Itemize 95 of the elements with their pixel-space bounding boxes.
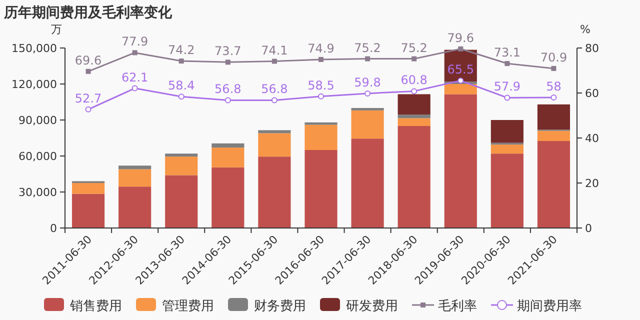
data-label: 59.8 [354, 75, 381, 90]
y2-tick-label: 40 [585, 132, 599, 145]
point [365, 56, 370, 62]
data-label: 57.9 [494, 80, 521, 94]
point [504, 61, 510, 66]
data-label: 75.2 [354, 40, 381, 55]
bar [490, 120, 524, 143]
point [550, 94, 557, 100]
point [132, 85, 138, 92]
y-tick-label: 30,000 [18, 186, 57, 199]
y2-tick-label: 0 [585, 222, 592, 235]
bar [490, 144, 524, 154]
legend-label: 毛利率 [438, 298, 477, 314]
bar [212, 143, 244, 148]
point [412, 56, 417, 62]
bar [72, 194, 105, 228]
y2-axis-title: % [580, 23, 590, 36]
bar [398, 118, 430, 126]
point [85, 106, 92, 112]
data-label: 58.4 [168, 78, 195, 93]
data-label: 62.1 [121, 70, 148, 84]
bar [304, 122, 338, 125]
y2-tick-label: 20 [585, 177, 599, 190]
data-label: 70.9 [540, 50, 568, 64]
data-label: 60.8 [400, 73, 428, 88]
bar [72, 183, 105, 194]
bar [165, 175, 198, 228]
bar [351, 138, 384, 228]
point [458, 78, 464, 84]
y-tick-label: 60,000 [18, 150, 57, 163]
data-label: 74.9 [308, 41, 334, 56]
point [178, 58, 184, 64]
bar [351, 110, 384, 139]
bar [537, 130, 570, 141]
data-label: 73.7 [214, 44, 242, 58]
bar [444, 94, 477, 228]
legend-label: 销售费用 [69, 299, 122, 314]
point [458, 46, 464, 52]
bar [304, 124, 338, 150]
point [178, 94, 184, 100]
bar [212, 148, 244, 168]
bar [537, 141, 570, 228]
legend-label: 财务费用 [254, 299, 306, 314]
point [272, 58, 277, 64]
y2-tick-label: 60 [585, 87, 599, 100]
point [225, 60, 230, 65]
point [504, 94, 510, 101]
data-label: 74.1 [261, 43, 288, 58]
y-tick-label: 0 [50, 222, 57, 235]
data-label: 56.8 [261, 82, 288, 96]
bar [398, 126, 430, 228]
data-label: 79.6 [447, 30, 474, 45]
legend-label: 研发费用 [346, 299, 398, 314]
data-label: 56.8 [214, 82, 242, 96]
point [86, 68, 91, 74]
point [132, 50, 138, 56]
bar [118, 169, 152, 187]
bar [398, 114, 430, 118]
point [318, 56, 324, 62]
legend-label: 管理费用 [162, 299, 214, 314]
data-label: 74.2 [168, 43, 195, 58]
chart-title: 历年期间费用及毛利率变化 [3, 4, 173, 21]
bar [398, 94, 430, 115]
bar [165, 154, 198, 157]
point [551, 66, 556, 71]
point [271, 97, 278, 104]
point [318, 93, 324, 100]
y-axis-title: 万 [51, 23, 62, 36]
bar [537, 104, 570, 130]
point [364, 90, 371, 96]
data-label: 52.7 [74, 91, 102, 106]
legend-label: 期间费用率 [517, 298, 582, 314]
bar [118, 186, 152, 228]
data-label: 75.2 [400, 40, 428, 55]
bar [165, 156, 198, 176]
bar [212, 167, 244, 228]
y-tick-label: 120,000 [12, 78, 57, 91]
bar [258, 156, 291, 228]
bar [118, 166, 152, 170]
bar [444, 84, 477, 94]
data-label: 77.9 [121, 34, 148, 49]
bar [258, 130, 291, 134]
data-label: 73.1 [494, 46, 521, 60]
y2-tick-label: 80 [585, 42, 599, 55]
bar [304, 150, 338, 228]
point [411, 88, 418, 94]
y-tick-label: 90,000 [18, 114, 57, 127]
data-label: 65.5 [447, 62, 474, 77]
y-tick-label: 150,000 [12, 42, 57, 55]
data-label: 58 [546, 80, 562, 94]
data-label: 69.6 [74, 53, 102, 68]
data-label: 58.5 [308, 78, 334, 92]
bar [490, 154, 524, 228]
bar [258, 133, 291, 157]
point [224, 97, 231, 104]
